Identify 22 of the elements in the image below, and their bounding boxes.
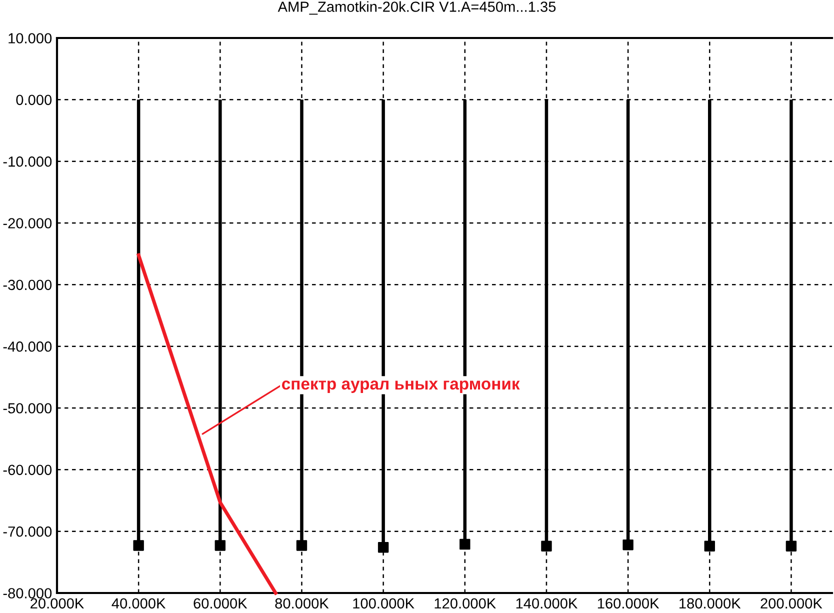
y-tick-label: 0.000 [16, 94, 52, 106]
y-tick-label: -60.000 [3, 464, 52, 476]
y-tick-label: -50.000 [3, 403, 52, 414]
y-tick-label: -10.000 [3, 156, 52, 167]
x-tick-label: 120.000K [434, 598, 496, 609]
y-tick-label: -70.000 [3, 526, 52, 537]
x-tick-label: 160.000K [598, 598, 660, 609]
x-tick-label: 200.000K [760, 598, 822, 609]
y-tick-label: -30.000 [3, 280, 52, 290]
y-tick-label: 10.000 [8, 33, 52, 44]
x-tick-label: 180.000K [680, 598, 741, 609]
x-tick-label: 80.000K [275, 598, 329, 609]
x-tick-label: 100.000K [353, 598, 414, 609]
y-tick-label: -40.000 [3, 341, 52, 352]
x-tick-label: 60.000K [194, 598, 248, 609]
chart-title: AMP_Zamotkin-20k.CIR V1.A=450m...1.35 [278, 1, 556, 15]
annotation: спектр аурал ьных гармоник [282, 380, 520, 393]
x-tick-label: 40.000K [112, 598, 166, 609]
y-tick-label: -20.000 [3, 218, 52, 228]
x-tick-label: 20.000K [30, 598, 84, 609]
y-tick-label: -80.000 [3, 588, 52, 598]
x-tick-label: 140.000K [516, 598, 578, 609]
